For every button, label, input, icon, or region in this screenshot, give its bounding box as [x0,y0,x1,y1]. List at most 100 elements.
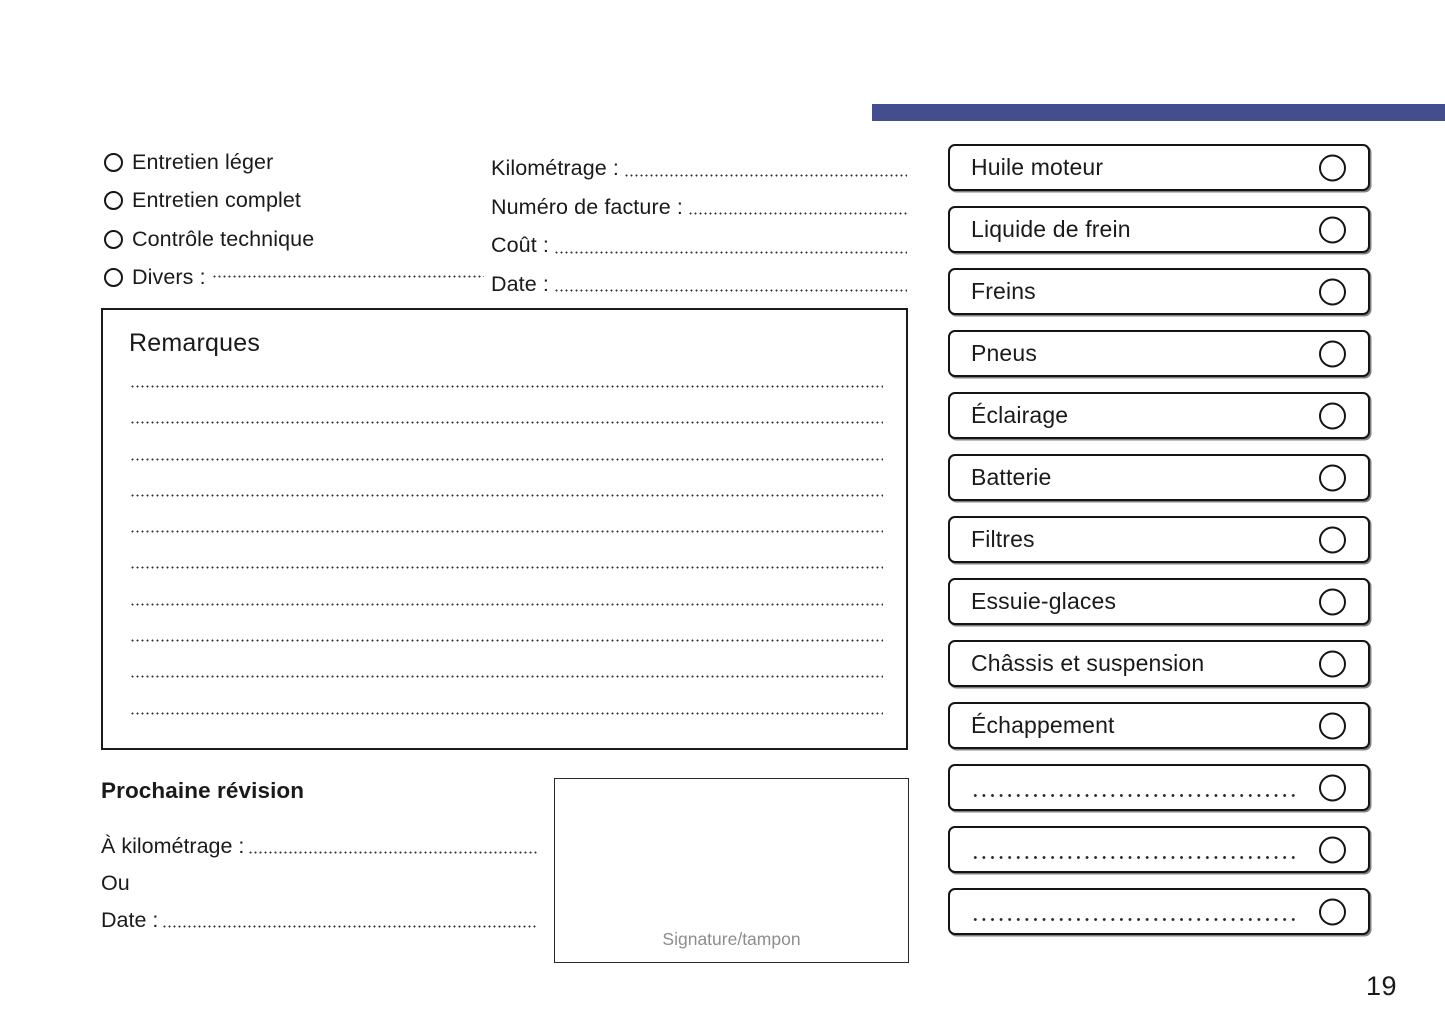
checklist-item[interactable]: Filtres [948,516,1370,563]
remarks-line[interactable] [130,408,883,444]
service-detail-field-label: Date : [491,271,549,296]
dotted-write-line[interactable] [553,249,907,255]
remarks-line[interactable] [130,372,883,408]
next-service-row[interactable]: À kilométrage : [101,822,537,859]
checklist-item-blank[interactable] [948,826,1370,873]
checkbox-circle-icon[interactable] [1319,340,1346,367]
service-detail-field[interactable]: Coût : [491,220,907,259]
checklist-item[interactable]: Pneus [948,330,1370,377]
remarks-line[interactable] [130,590,883,626]
next-service-title: Prochaine révision [101,778,305,803]
dotted-write-line[interactable] [162,924,537,929]
signature-caption: Signature/tampon [662,929,801,949]
checklist-item[interactable]: Éclairage [948,392,1370,439]
checklist-item-label: Huile moteur [971,154,1104,180]
checkbox-circle-icon[interactable] [1319,278,1346,305]
service-type-option[interactable]: Contrôle technique [104,220,484,259]
checklist-item[interactable]: Liquide de frein [948,206,1370,253]
dotted-write-line[interactable] [687,211,907,216]
dotted-write-line [130,529,883,535]
checklist-item-blank[interactable] [948,764,1370,811]
next-service-row-label: À kilométrage : [101,833,245,858]
dotted-write-line[interactable] [553,288,907,293]
dotted-write-line [130,384,883,389]
inspection-checklist: Huile moteur Liquide de frein Freins Pneus É… [948,144,1370,950]
remarks-box: Remarques [101,308,908,750]
radio-circle-icon[interactable] [104,191,123,211]
dotted-write-line [130,565,883,571]
checklist-item-label: Liquide de frein [971,216,1131,242]
service-detail-fields: Kilométrage : Numéro de facture : Coût : Da… [491,143,907,297]
checklist-item[interactable]: Batterie [948,454,1370,501]
remarks-line[interactable] [130,626,883,662]
header-accent-bar [872,104,1445,121]
dotted-write-line [130,492,883,498]
service-type-option-label: Entretien léger [132,149,274,174]
checkbox-circle-icon[interactable] [1319,216,1346,243]
next-service-row: Ou [101,859,537,896]
checklist-item-label: Essuie-glaces [971,588,1117,614]
checkbox-circle-icon[interactable] [1319,154,1346,181]
remarks-line[interactable] [130,662,883,698]
checklist-item[interactable]: Châssis et suspension [948,640,1370,687]
remarks-line[interactable] [130,699,883,735]
checklist-item-label: Châssis et suspension [971,650,1205,676]
radio-circle-icon[interactable] [104,268,123,288]
service-detail-field[interactable]: Date : [491,259,907,298]
service-detail-field[interactable]: Kilométrage : [491,143,907,182]
remarks-title: Remarques [129,329,261,357]
dotted-write-line [130,674,883,680]
checklist-item[interactable]: Échappement [948,702,1370,749]
checkbox-circle-icon[interactable] [1319,774,1346,801]
service-type-option[interactable]: Divers : [104,259,484,298]
checkbox-circle-icon[interactable] [1319,898,1346,925]
service-type-option-label: Entretien complet [132,188,302,212]
next-service-row[interactable]: Date : [101,896,537,933]
checklist-item-label: Filtres [971,526,1035,552]
dotted-write-line [130,710,883,716]
remarks-line[interactable] [130,553,883,589]
service-type-option-label: Contrôle technique [132,226,315,251]
next-service-row-label: Ou [101,870,130,895]
radio-circle-icon[interactable] [104,229,123,249]
service-type-option[interactable]: Entretien complet [104,182,484,221]
checkbox-circle-icon[interactable] [1319,712,1346,739]
checklist-item-blank[interactable] [948,888,1370,935]
checklist-item-label: Batterie [971,464,1052,490]
dotted-write-line [130,456,883,462]
dotted-write-line[interactable] [248,850,537,855]
remarks-lines [130,372,883,735]
signature-box[interactable]: Signature/tampon [554,778,909,963]
dotted-write-line [130,601,883,607]
checklist-item-label: Pneus [971,340,1037,366]
service-type-option[interactable]: Entretien léger [104,143,484,182]
dotted-write-line[interactable] [971,855,1300,860]
remarks-line[interactable] [130,481,883,517]
next-service-row-label: Date : [101,907,159,932]
checkbox-circle-icon[interactable] [1319,526,1346,553]
service-detail-field-label: Kilométrage : [491,156,619,181]
radio-circle-icon[interactable] [104,152,123,172]
remarks-line[interactable] [130,517,883,553]
checklist-item[interactable]: Essuie-glaces [948,578,1370,625]
checkbox-circle-icon[interactable] [1319,464,1346,491]
dotted-write-line[interactable] [211,273,484,279]
checklist-item-label: Freins [971,278,1036,304]
service-detail-field-label: Coût : [491,233,549,258]
checklist-item[interactable]: Freins [948,268,1370,315]
checklist-item-label: Échappement [971,712,1115,738]
service-detail-field[interactable]: Numéro de facture : [491,182,907,221]
checkbox-circle-icon[interactable] [1319,588,1346,615]
checkbox-circle-icon[interactable] [1319,650,1346,677]
dotted-write-line[interactable] [971,917,1300,922]
dotted-write-line[interactable] [971,793,1300,798]
checkbox-circle-icon[interactable] [1319,836,1346,863]
checkbox-circle-icon[interactable] [1319,402,1346,429]
dotted-write-line [130,638,883,644]
checklist-item[interactable]: Huile moteur [948,144,1370,191]
service-type-option-label: Divers : [132,265,206,289]
remarks-line[interactable] [130,445,883,481]
service-type-options: Entretien léger Entretien complet Contrôle… [104,143,484,297]
dotted-write-line[interactable] [623,172,907,178]
